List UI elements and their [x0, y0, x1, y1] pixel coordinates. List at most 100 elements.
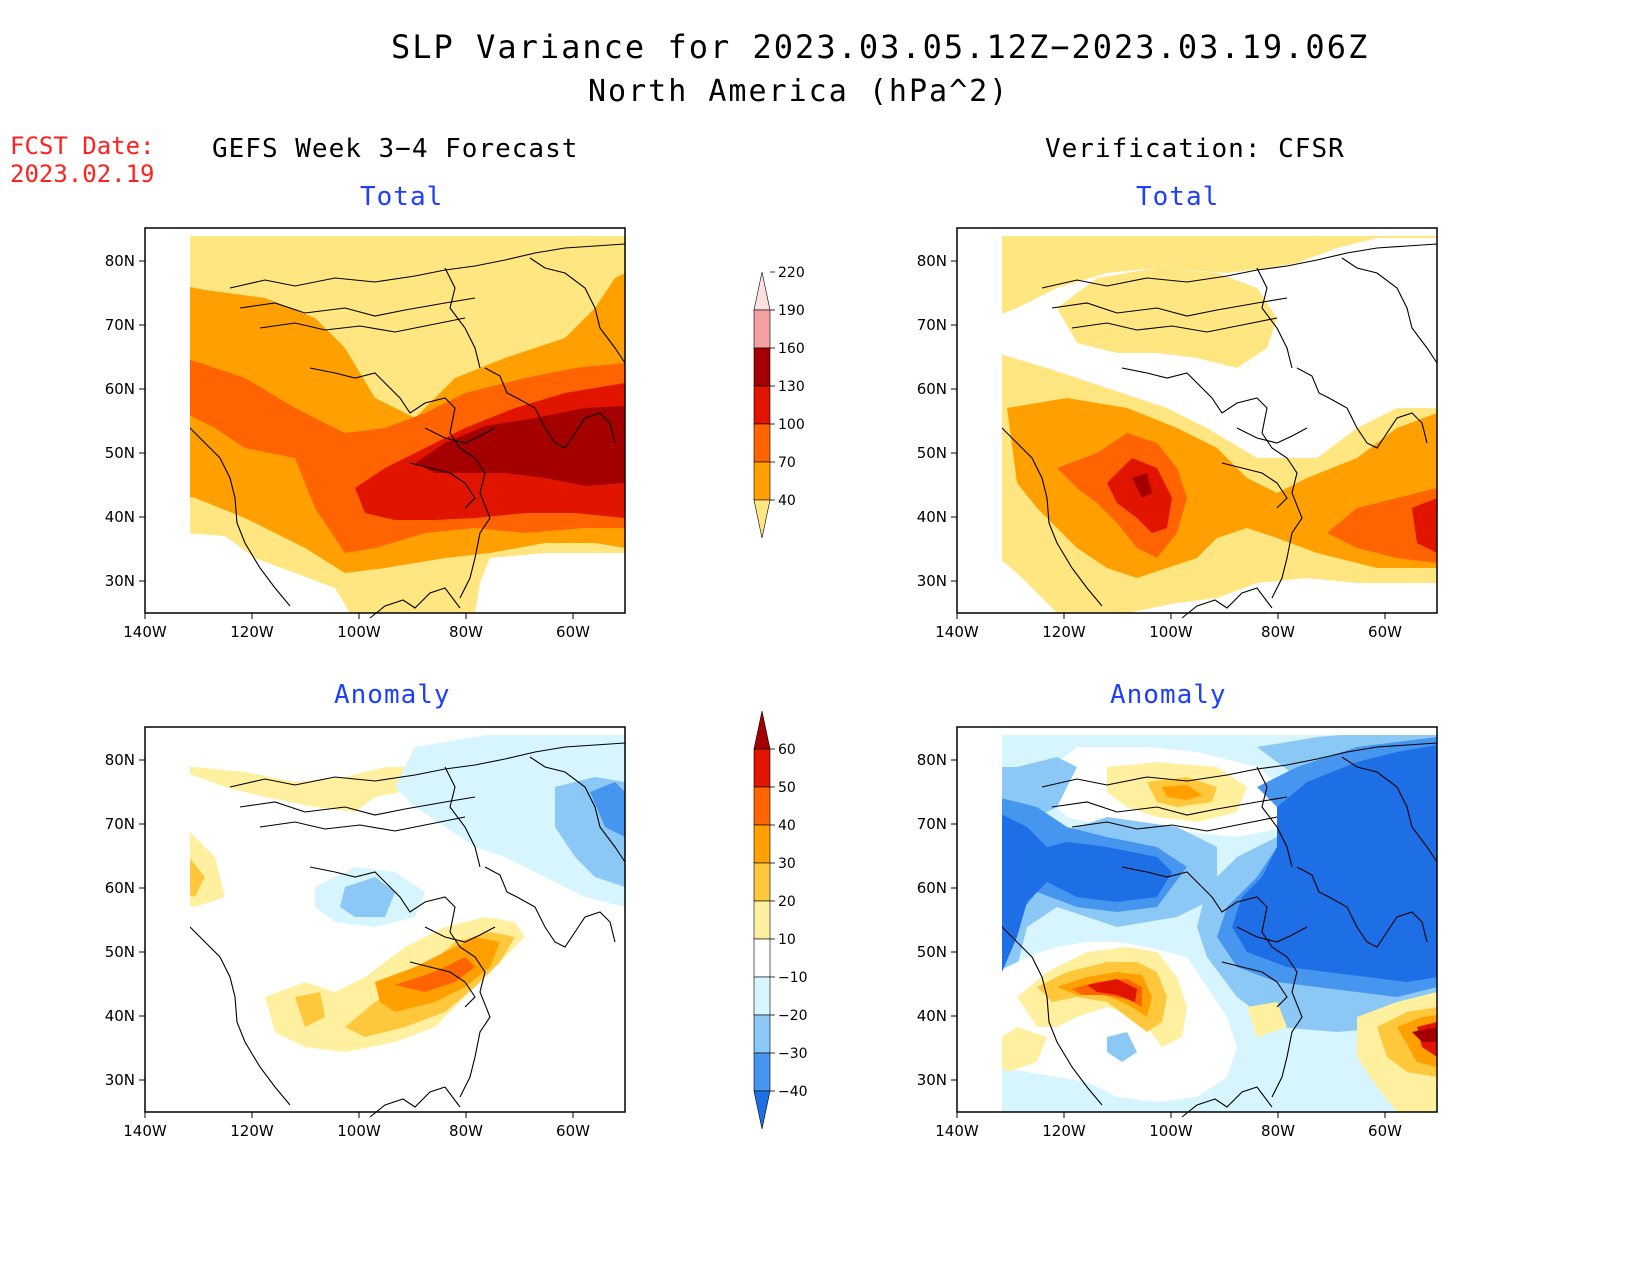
- coastlines: [1002, 243, 1438, 619]
- coastline-5: [1181, 587, 1273, 619]
- coastlines: [190, 243, 626, 619]
- colorbar-end-arrow: [753, 271, 771, 311]
- colorbar-label: −20: [778, 1008, 808, 1024]
- shaded-field: [1002, 735, 1438, 1118]
- coastline-4: [309, 367, 491, 599]
- colorbar-label: 60: [778, 742, 796, 758]
- lon-tick-label: 120W: [1042, 623, 1086, 641]
- colorbar-segment: [753, 862, 771, 902]
- lon-tick-label: 80W: [1261, 1122, 1295, 1140]
- lat-tick-label: 50N: [917, 943, 947, 961]
- colorbar-segment: [753, 938, 771, 978]
- contour-region-13: [590, 782, 625, 837]
- lat-tick-label: 50N: [917, 444, 947, 462]
- colorbar-segment: [753, 1052, 771, 1092]
- lat-tick-label: 40N: [105, 1007, 135, 1025]
- contour-region-1: [1002, 236, 1437, 314]
- contour-region-7: [1107, 458, 1172, 533]
- fc-anomaly-panel-title: Anomaly: [334, 680, 451, 710]
- colorbar-label: 30: [778, 856, 796, 872]
- colorbar-segment: [753, 309, 771, 349]
- map-frame: [144, 227, 626, 614]
- coastline-1: [1051, 796, 1288, 816]
- lat-tick-label: 30N: [105, 572, 135, 590]
- shaded-field: [190, 735, 626, 1118]
- coastline-5: [369, 1086, 461, 1118]
- coastline-9: [424, 427, 496, 444]
- colorbar-label: 10: [778, 932, 796, 948]
- coastline-9: [1236, 926, 1308, 943]
- coastline-6: [1296, 367, 1428, 449]
- coastline-1: [239, 796, 476, 816]
- colorbar-label: 220: [778, 265, 805, 281]
- colorbar-label: 20: [778, 894, 796, 910]
- colorbar-label: 130: [778, 379, 805, 395]
- lon-tick-label: 60W: [1368, 623, 1402, 641]
- lat-tick-label: 80N: [105, 252, 135, 270]
- lon-tick-label: 120W: [230, 623, 274, 641]
- colorbar-label: 50: [778, 780, 796, 796]
- coastlines: [1002, 742, 1438, 1118]
- contour-region-12: [340, 877, 395, 917]
- coastline-10: [1221, 961, 1288, 1008]
- colorbar-end-arrow: [753, 710, 771, 750]
- lat-tick-label: 30N: [917, 1071, 947, 1089]
- colorbar-label: 190: [778, 303, 805, 319]
- colorbar-segment: [753, 786, 771, 826]
- lon-tick-label: 140W: [935, 1122, 979, 1140]
- lon-tick-label: 100W: [1149, 623, 1193, 641]
- contour-region-11: [1002, 814, 1172, 972]
- map-frame: [956, 726, 1438, 1113]
- contour-region-22: [1087, 979, 1137, 1002]
- coastline-6: [484, 866, 616, 948]
- lat-tick-label: 50N: [105, 444, 135, 462]
- coastline-5: [369, 587, 461, 619]
- contour-region-6: [415, 406, 625, 486]
- coastline-3: [1002, 427, 1103, 607]
- coastlines: [190, 742, 626, 1118]
- coastline-9: [424, 926, 496, 943]
- coastline-8: [1341, 756, 1438, 863]
- forecast-column-title: GEFS Week 3−4 Forecast: [212, 134, 579, 164]
- figure-subtitle: North America (hPa^2): [588, 74, 1010, 109]
- contour-region-4: [1162, 785, 1202, 800]
- colorbar-label: 100: [778, 417, 805, 433]
- lon-tick-label: 60W: [556, 1122, 590, 1140]
- colorbar-segment: [753, 976, 771, 1016]
- colorbar-total: 40 70 100 130 160 190 220: [753, 265, 805, 539]
- lat-tick-label: 60N: [105, 380, 135, 398]
- lat-tick-label: 70N: [917, 316, 947, 334]
- contour-region-2: [475, 553, 625, 613]
- coastline-0: [1041, 243, 1438, 289]
- contour-region-15: [1002, 1027, 1047, 1072]
- lat-tick-label: 40N: [917, 1007, 947, 1025]
- lon-tick-label: 100W: [1149, 1122, 1193, 1140]
- contour-region-2: [1057, 268, 1277, 368]
- lat-tick-label: 80N: [917, 252, 947, 270]
- coastline-0: [229, 243, 626, 289]
- coastline-2: [1071, 816, 1278, 832]
- coastline-3: [190, 427, 291, 607]
- coastline-4: [1121, 866, 1303, 1098]
- ver-total-panel-title: Total: [1136, 182, 1220, 212]
- lat-tick-label: 70N: [917, 815, 947, 833]
- contour-region-14: [1247, 1002, 1287, 1037]
- colorbar-label: 40: [778, 493, 796, 509]
- colorbar-label: −10: [778, 970, 808, 986]
- coastline-1: [1051, 297, 1288, 317]
- contour-region-8: [1412, 498, 1437, 553]
- lat-tick-label: 60N: [917, 380, 947, 398]
- contour-region-25: [1107, 1032, 1137, 1062]
- verification-column-title: Verification: CFSR: [1045, 134, 1345, 164]
- coastline-0: [1041, 742, 1438, 788]
- coastline-7: [444, 267, 481, 369]
- map-frame: [144, 726, 626, 1113]
- coastline-2: [259, 816, 466, 832]
- ver-anomaly-panel-title: Anomaly: [1110, 680, 1227, 710]
- lon-tick-label: 140W: [935, 623, 979, 641]
- coastline-10: [409, 961, 476, 1008]
- shaded-field: [190, 236, 626, 619]
- fc-total-panel-title: Total: [360, 182, 444, 212]
- coastline-7: [1256, 267, 1293, 369]
- lat-tick-label: 70N: [105, 815, 135, 833]
